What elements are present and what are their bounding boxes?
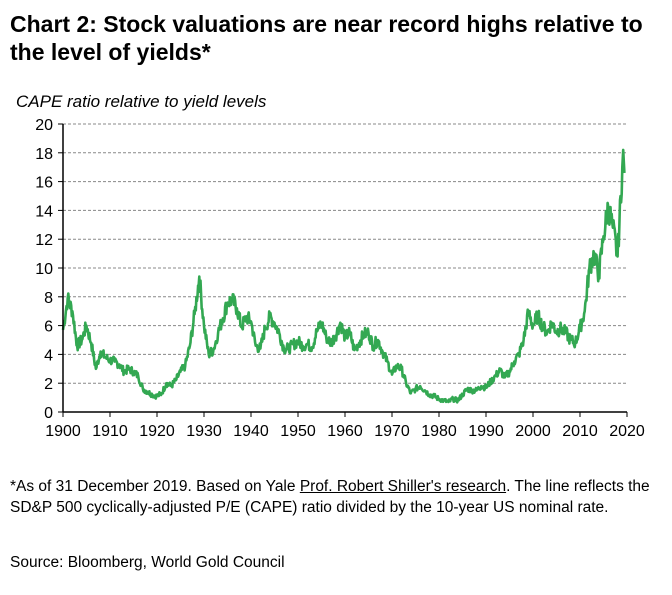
x-tick-label: 2000 bbox=[515, 423, 551, 440]
y-tick-label: 16 bbox=[35, 175, 53, 192]
x-tick-label: 1900 bbox=[45, 423, 81, 440]
x-tick-label: 1980 bbox=[421, 423, 457, 440]
footnote-suffix: . The line reflects the SD&P 500 cyclica… bbox=[10, 478, 650, 516]
x-tick-label: 1940 bbox=[233, 423, 269, 440]
source-note: Source: Bloomberg, World Gold Council bbox=[10, 554, 285, 571]
x-tick-label: 1920 bbox=[139, 423, 175, 440]
footnote: *As of 31 December 2019. Based on Yale P… bbox=[10, 476, 662, 518]
y-tick-label: 0 bbox=[44, 405, 53, 422]
y-tick-label: 20 bbox=[35, 117, 53, 134]
chart-title: Chart 2: Stock valuations are near recor… bbox=[10, 11, 643, 65]
y-tick-label: 12 bbox=[35, 232, 53, 249]
x-tick-label: 1910 bbox=[92, 423, 128, 440]
x-tick-label: 2020 bbox=[609, 423, 645, 440]
y-tick-label: 8 bbox=[44, 290, 53, 307]
shiller-research-link[interactable]: Prof. Robert Shiller's research bbox=[299, 478, 507, 495]
gridlines bbox=[63, 123, 627, 384]
series-line-0 bbox=[61, 148, 626, 404]
y-tick-label: 10 bbox=[35, 261, 53, 278]
y-tick-label: 4 bbox=[44, 347, 53, 364]
x-tick-label: 1930 bbox=[186, 423, 222, 440]
x-tick-labels: 1900 1910 1920 1930 1940 1950 1960 1970 1980 1990… bbox=[45, 423, 645, 440]
footnote-prefix: *As of 31 December 2019. Based on Yale bbox=[10, 478, 300, 495]
y-tick-labels: 0 2 4 6 8 10 12 14 16 18 20 bbox=[35, 117, 53, 422]
y-tick-label: 18 bbox=[35, 146, 53, 163]
chart-subtitle: CAPE ratio relative to yield levels bbox=[16, 92, 267, 111]
x-tick-label: 1970 bbox=[374, 423, 410, 440]
y-tick-label: 2 bbox=[44, 376, 53, 393]
x-tick-label: 1960 bbox=[327, 423, 363, 440]
series-layer bbox=[61, 148, 626, 404]
x-tick-label: 2010 bbox=[562, 423, 598, 440]
x-tick-label: 1990 bbox=[468, 423, 504, 440]
x-tick-label: 1950 bbox=[280, 423, 316, 440]
axes bbox=[58, 123, 628, 417]
y-tick-label: 14 bbox=[35, 203, 53, 220]
y-tick-label: 6 bbox=[44, 319, 53, 336]
